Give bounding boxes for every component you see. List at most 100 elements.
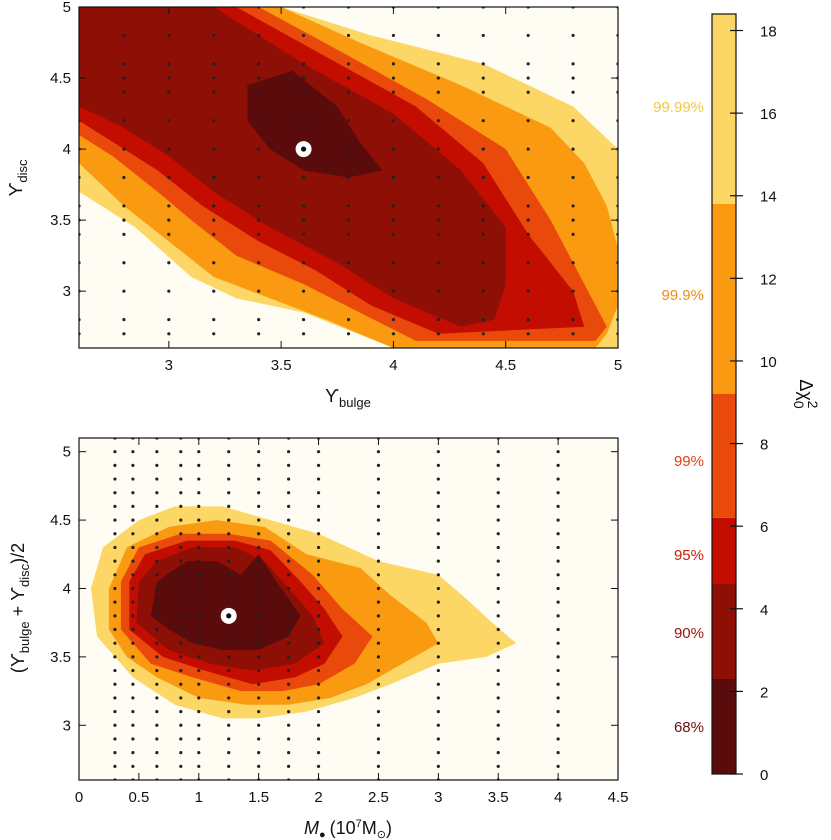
colorbar-tick-label: 6 [760, 519, 768, 536]
sample-point [179, 641, 183, 645]
sample-point [227, 477, 231, 481]
sample-point [436, 332, 440, 336]
sample-point [122, 119, 126, 123]
colorbar-band-99-99 [712, 14, 736, 204]
x-tick-label: 4 [554, 789, 562, 806]
x-tick-label: 5 [614, 357, 622, 374]
sample-point [212, 317, 216, 322]
sample-point [526, 218, 530, 222]
sample-point [391, 147, 396, 151]
sample-point [436, 504, 440, 508]
sample-point [436, 218, 440, 222]
sample-point [257, 668, 261, 673]
sample-point [212, 218, 216, 222]
sample-point [526, 76, 530, 80]
sample-point [316, 751, 321, 755]
sample-point [257, 545, 261, 550]
sample-point [212, 62, 216, 66]
x-tick-label: 0.5 [128, 789, 149, 806]
sample-point [556, 614, 560, 618]
sample-point [436, 586, 440, 591]
sample-point [316, 477, 321, 481]
sample-point [197, 491, 201, 495]
sample-point [179, 450, 183, 454]
sample-point [179, 751, 183, 755]
sample-point [346, 76, 351, 80]
sample-point [316, 627, 321, 632]
sample-point [179, 723, 183, 727]
colorbar-band-90 [712, 584, 736, 679]
sample-point [227, 518, 231, 522]
sample-point [113, 600, 117, 604]
sample-point [301, 317, 306, 322]
sample-point [287, 504, 291, 508]
sample-point [212, 204, 216, 208]
sample-point [436, 147, 440, 151]
sample-point [131, 532, 135, 536]
sample-point [391, 289, 396, 293]
sample-point [287, 682, 291, 686]
sample-point [131, 573, 135, 577]
sample-point [481, 147, 485, 151]
sample-point [391, 218, 396, 222]
sample-point [179, 491, 183, 495]
sample-point [496, 491, 500, 495]
sample-point [197, 504, 201, 508]
sample-point [556, 545, 560, 550]
sample-point [227, 586, 231, 591]
sample-point [167, 90, 171, 94]
sample-point [391, 119, 396, 123]
sample-point [316, 710, 321, 714]
sample-point [179, 668, 183, 673]
cl-label-99-99: 99.99% [653, 99, 704, 116]
sample-point [556, 627, 560, 632]
sample-point [113, 696, 117, 700]
bottom-x-axis-title: M● (107M⊙) [304, 818, 392, 840]
sample-point [496, 532, 500, 536]
sample-point [155, 627, 159, 632]
sample-point [179, 627, 183, 632]
sample-point [122, 147, 126, 151]
sample-point [179, 600, 183, 604]
sample-point [155, 477, 159, 481]
sample-point [316, 737, 321, 741]
unit-sun-subscript: ⊙ [377, 829, 386, 840]
sample-point [122, 289, 126, 293]
sample-point [197, 545, 201, 550]
sample-point [496, 764, 500, 768]
sample-point [122, 62, 126, 66]
sample-point [212, 175, 216, 180]
sample-point [496, 573, 500, 577]
sample-point [556, 532, 560, 536]
sample-point [346, 332, 351, 336]
x-tick-label: 4.5 [608, 789, 629, 806]
sample-point [113, 627, 117, 632]
sample-point [436, 573, 440, 577]
sample-point [155, 559, 159, 563]
colorbar-tick-label: 16 [760, 106, 777, 123]
sample-point [155, 463, 159, 467]
sample-point [436, 62, 440, 66]
sample-point [227, 532, 231, 536]
y-tick-label: 3.5 [50, 212, 71, 229]
sample-point [113, 764, 117, 768]
sample-point [287, 518, 291, 522]
bottom-sample-grid [113, 438, 560, 780]
sample-point [122, 218, 126, 222]
sample-point [376, 764, 381, 768]
sample-point [571, 119, 575, 123]
sample-point [212, 76, 216, 80]
sample-point [481, 62, 485, 66]
sample-point [197, 518, 201, 522]
sample-point [526, 317, 530, 322]
sample-point [197, 751, 201, 755]
sample-point [556, 586, 560, 591]
y-axis-part: + ϒ [8, 587, 28, 622]
bottom-best-fit-dot [226, 613, 232, 619]
sample-point [131, 614, 135, 618]
colorbar-tick-label: 10 [760, 354, 777, 371]
sample-point [155, 614, 159, 618]
sample-point [376, 477, 381, 481]
